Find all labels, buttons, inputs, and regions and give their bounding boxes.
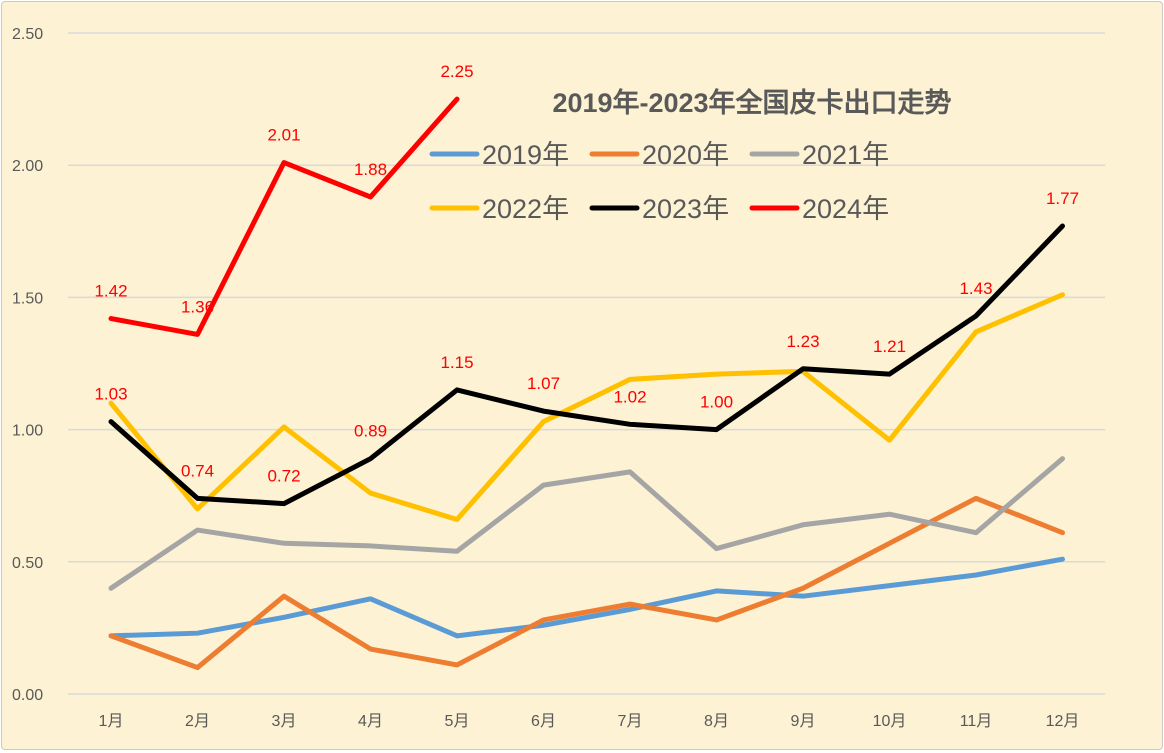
data-label: 1.02 — [613, 387, 646, 406]
data-label: 1.36 — [181, 297, 214, 316]
data-label: 1.77 — [1046, 189, 1079, 208]
data-label: 1.15 — [440, 353, 473, 372]
series-line-2019 — [108, 556, 1065, 639]
legend-label: 2024年 — [802, 194, 889, 224]
x-tick-label: 7月 — [618, 713, 643, 730]
chart-title: 2019年-2023年全国皮卡出口走势 — [552, 87, 951, 118]
y-tick-label: 0.50 — [12, 555, 43, 572]
x-tick-label: 2月 — [185, 713, 210, 730]
x-tick-label: 8月 — [704, 713, 729, 730]
y-tick-label: 0.00 — [12, 687, 43, 704]
data-label: 1.42 — [94, 282, 127, 301]
data-label: 1.43 — [959, 279, 992, 298]
data-label: 1.21 — [873, 337, 906, 356]
data-label: 0.72 — [267, 467, 300, 486]
data-label: 1.00 — [700, 393, 733, 412]
y-tick-label: 2.50 — [12, 26, 43, 43]
x-tick-label: 12月 — [1046, 713, 1080, 730]
legend-label: 2019年 — [482, 140, 569, 170]
legend-label: 2021年 — [802, 140, 889, 170]
x-tick-label: 4月 — [358, 713, 383, 730]
x-tick-label: 11月 — [960, 713, 993, 730]
y-tick-label: 1.00 — [12, 423, 43, 440]
data-label: 2.01 — [267, 126, 300, 145]
legend-label: 2020年 — [642, 140, 729, 170]
legend-label: 2023年 — [642, 194, 729, 224]
series-line-2024 — [108, 96, 460, 337]
series-line-2022 — [108, 292, 1065, 522]
data-label: 1.07 — [527, 374, 560, 393]
series-line-2021 — [108, 456, 1065, 591]
x-tick-label: 1月 — [99, 713, 124, 730]
data-label: 2.25 — [440, 62, 473, 81]
x-tick-label: 6月 — [531, 713, 556, 730]
y-tick-label: 2.00 — [12, 158, 43, 175]
data-label: 1.88 — [354, 160, 387, 179]
series-line-2023 — [108, 223, 1065, 507]
x-tick-label: 10月 — [873, 713, 907, 730]
legend-label: 2022年 — [482, 194, 569, 224]
data-label: 1.03 — [94, 385, 127, 404]
data-label: 0.74 — [181, 461, 214, 480]
x-tick-label: 3月 — [272, 713, 297, 730]
x-tick-label: 5月 — [445, 713, 470, 730]
x-tick-label: 9月 — [791, 713, 816, 730]
series-line-2020 — [108, 495, 1065, 671]
data-label: 1.23 — [786, 332, 819, 351]
y-tick-label: 1.50 — [12, 290, 43, 307]
data-label: 0.89 — [354, 422, 387, 441]
